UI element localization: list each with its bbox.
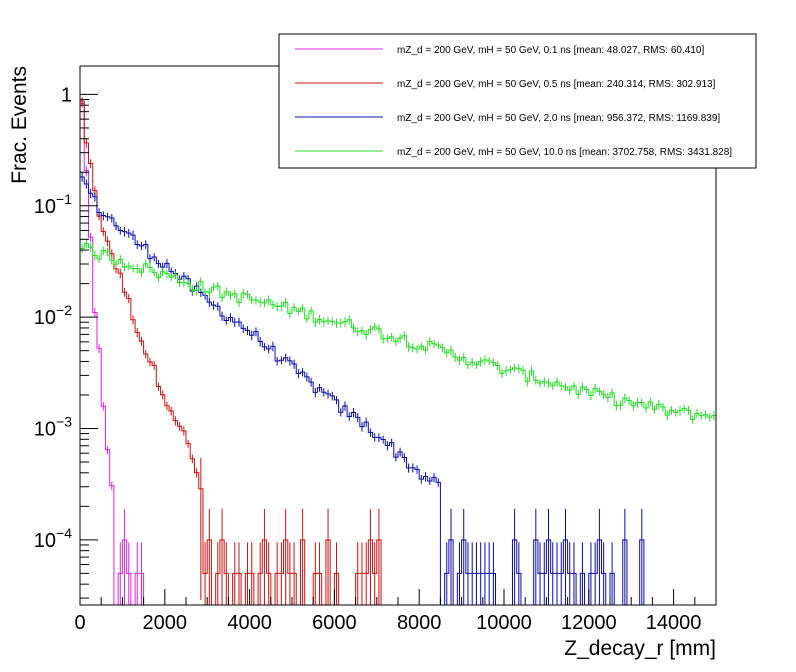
series-2 (80, 172, 716, 606)
series-3 (80, 239, 716, 424)
x-tick-label: 14000 (646, 612, 702, 634)
y-tick-label: 1 (61, 84, 72, 106)
tick-labels-layer: 0 2000 4000 6000 8000 10000 12000 14000 10−4 10−3… (34, 84, 702, 634)
x-tick-label: 10000 (476, 612, 532, 634)
legend-entries: mZ_d = 200 GeV, mH = 50 GeV, 0.1 ns [mea… (295, 45, 732, 158)
legend-label: mZ_d = 200 GeV, mH = 50 GeV, 10.0 ns [me… (397, 147, 732, 158)
x-tick-label: 0 (74, 612, 85, 634)
y-tick-label: 10−2 (34, 302, 72, 329)
histogram-line (80, 243, 716, 421)
y-axis-title: Frac. Events (8, 66, 31, 184)
x-tick-label: 4000 (227, 612, 272, 634)
y-tick-label: 10−1 (34, 191, 72, 218)
legend-label: mZ_d = 200 GeV, mH = 50 GeV, 2.0 ns [mea… (397, 113, 720, 124)
legend-box (278, 33, 757, 169)
x-tick-label: 8000 (397, 612, 442, 634)
legend: mZ_d = 200 GeV, mH = 50 GeV, 0.1 ns [mea… (278, 33, 757, 169)
legend-label: mZ_d = 200 GeV, mH = 50 GeV, 0.5 ns [mea… (397, 79, 716, 90)
x-tick-label: 2000 (143, 612, 188, 634)
y-tick-label: 10−3 (34, 413, 72, 440)
x-tick-label: 12000 (561, 612, 617, 634)
legend-label: mZ_d = 200 GeV, mH = 50 GeV, 0.1 ns [mea… (397, 45, 704, 56)
ticks-layer (79, 93, 717, 605)
x-axis-title: Z_decay_r [mm] (564, 637, 716, 660)
y-tick-label: 10−4 (34, 525, 72, 552)
x-tick-label: 6000 (312, 612, 357, 634)
